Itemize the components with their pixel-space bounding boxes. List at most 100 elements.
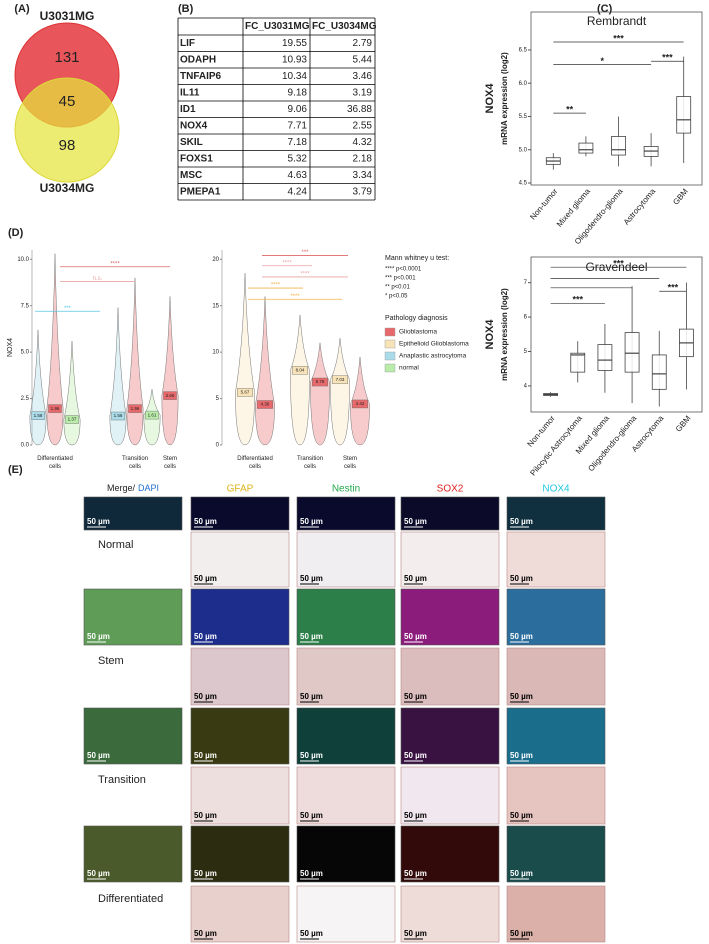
scale-bar-label: 50 µm <box>194 929 217 938</box>
table-row-name: FOXS1 <box>180 153 213 164</box>
legend-title: Mann whitney u test: <box>385 255 449 262</box>
label-line: Transition <box>122 456 148 462</box>
median-label: 1.56 <box>114 413 123 418</box>
y-tick-label: 5 <box>216 396 220 402</box>
scale-bar-label: 50 µm <box>87 632 110 641</box>
median-label: 8.04 <box>296 368 305 373</box>
label-line: cells <box>249 464 261 470</box>
micrograph <box>400 588 500 646</box>
legend-swatch <box>384 351 396 361</box>
micrograph <box>296 647 396 706</box>
violin <box>235 273 255 446</box>
y-tick-label: 10 <box>212 350 219 356</box>
scale-bar-label: 50 µm <box>194 574 217 583</box>
scale-bar-label: 50 µm <box>194 517 217 526</box>
venn-count: 45 <box>59 93 76 110</box>
violin <box>330 338 350 446</box>
row-label: Transition <box>98 774 146 786</box>
micrograph <box>190 496 290 531</box>
x-tick-label: Differentiated cells <box>37 456 73 470</box>
median-label: 6.78 <box>316 379 325 384</box>
scale-bar-label: 50 µm <box>510 574 533 583</box>
y-tick-label: 0 <box>216 443 220 449</box>
x-tick-label: Differentiated cells <box>237 456 273 470</box>
y-tick-label: 2.5 <box>21 396 30 402</box>
significance: **** <box>271 283 281 289</box>
table-cell: 2.55 <box>353 120 373 131</box>
scale-bar-label: 50 µm <box>194 632 217 641</box>
table-row-name: LIF <box>180 38 195 49</box>
significance: *** <box>64 306 72 312</box>
plot-frame <box>530 256 703 413</box>
median-label: 4.36 <box>261 402 270 407</box>
table-cell: 9.18 <box>288 87 308 98</box>
box <box>676 96 692 134</box>
scale-bar-label: 50 µm <box>510 517 533 526</box>
significance: *** <box>613 33 624 43</box>
table-cell: 9.06 <box>288 104 308 115</box>
header-part: Merge/ <box>107 483 136 493</box>
table-cell: 36.88 <box>347 104 372 115</box>
median-label: 1.58 <box>34 413 43 418</box>
micrograph <box>296 707 396 765</box>
micrograph <box>190 825 290 883</box>
y-tick-label: 5.5 <box>519 114 528 120</box>
micrograph <box>400 825 500 883</box>
scale-bar-label: 50 µm <box>404 517 427 526</box>
scale-bar-label: 50 µm <box>404 751 427 760</box>
scale-bar-label: 50 µm <box>510 869 533 878</box>
legend-entry: *** p<0.001 <box>385 276 416 282</box>
table-row-name: NOX4 <box>180 120 208 131</box>
micrograph <box>400 531 500 588</box>
median-label: 1.96 <box>131 406 140 411</box>
micrograph <box>506 531 606 588</box>
panel-label: (B) <box>178 3 194 15</box>
micrograph <box>400 647 500 706</box>
median-box <box>352 399 368 409</box>
micrograph <box>296 588 396 646</box>
scale-bar-label: 50 µm <box>510 929 533 938</box>
micrograph <box>83 588 183 646</box>
significance: *** <box>301 250 309 256</box>
micrograph <box>190 588 290 646</box>
micrograph <box>506 647 606 706</box>
legend-entry: Glioblastoma <box>399 329 437 336</box>
micrograph <box>83 707 183 765</box>
table-row-name: MSC <box>180 170 202 181</box>
legend-entry: Epithelioid Glioblastoma <box>399 341 469 348</box>
label-line: cells <box>304 464 316 470</box>
x-tick-label: Stem cells <box>343 456 357 470</box>
violin <box>63 340 81 446</box>
legend-swatch <box>384 327 396 337</box>
box <box>578 142 594 154</box>
y-tick-label: 4.5 <box>519 181 528 187</box>
x-tick-label: Oligodendro-glioma <box>586 413 638 473</box>
row-label: Differentiated <box>98 893 163 905</box>
y-tick-label: 4 <box>524 383 528 389</box>
micrograph <box>190 707 290 765</box>
table-cell: 4.32 <box>353 137 373 148</box>
micrograph <box>506 766 606 825</box>
significance: * <box>600 56 604 66</box>
micrograph <box>296 531 396 588</box>
micrograph <box>296 766 396 825</box>
table-cell: 7.71 <box>288 120 308 131</box>
table-cell: 5.44 <box>353 54 373 65</box>
scale-bar-label: 50 µm <box>404 574 427 583</box>
y-tick-label: 5 <box>524 349 528 355</box>
header-part: DAPI <box>138 483 159 493</box>
median-box <box>237 388 253 397</box>
y-tick-label: 7 <box>524 280 528 286</box>
violin <box>46 253 64 446</box>
table-cell: 19.55 <box>282 38 307 49</box>
venn: U3031MG U3034MG 131 45 98 <box>14 9 120 195</box>
scale-bar-label: 50 µm <box>404 632 427 641</box>
box <box>611 136 626 156</box>
scale-bar-label: 50 µm <box>87 751 110 760</box>
label-line: cells <box>164 464 176 470</box>
micrograph <box>400 885 500 943</box>
median-label: 2.66 <box>166 393 175 398</box>
scale-bar-label: 50 µm <box>300 517 323 526</box>
y-axis-subtitle: mRNA expression (log2) <box>500 288 509 381</box>
micrograph <box>506 496 606 531</box>
